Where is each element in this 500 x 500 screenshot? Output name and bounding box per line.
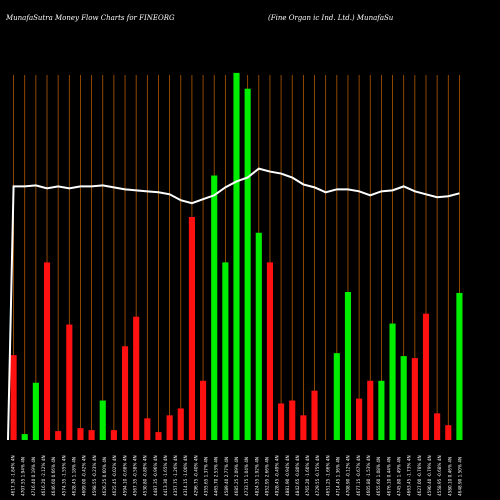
bar bbox=[155, 432, 162, 440]
x-tick-label: 4465.70 2.53% 4N bbox=[214, 457, 219, 496]
bar bbox=[311, 390, 318, 440]
x-tick-label: 4733.75 1.04% 4N bbox=[244, 457, 249, 496]
bar bbox=[121, 346, 129, 440]
x-tick-label: 4314.15 -1.00% 4N bbox=[183, 455, 188, 496]
bar bbox=[188, 216, 195, 440]
x-tick-label: 4729.55 -0.75% 4N bbox=[315, 455, 320, 496]
bar bbox=[144, 418, 151, 440]
x-tick-label: 4745.80 1.49% 4N bbox=[396, 457, 401, 496]
bar bbox=[199, 380, 207, 440]
x-tick-label: 4651.25 -1.66% 4N bbox=[325, 455, 330, 496]
line-series bbox=[7, 167, 460, 441]
x-tick-label: 4413.30 -1.65% 4N bbox=[163, 455, 168, 496]
bar bbox=[133, 316, 140, 440]
bar bbox=[266, 262, 274, 440]
x-tick-label: 4355.65 1.37% 4N bbox=[204, 457, 209, 496]
x-tick-label: 4609.00 -0.42% 4N bbox=[82, 455, 87, 496]
x-tick-label: 4685.25 2.09% 4N bbox=[234, 457, 239, 496]
x-tick-label: 4952.95 2.66% 4N bbox=[264, 457, 269, 496]
x-tick-label: 4648.90 1.50% 4N bbox=[457, 457, 462, 496]
x-tick-label: 4580.10 0.46% 4N bbox=[447, 457, 452, 496]
x-tick-label: 4663.45 -1.73% 4N bbox=[407, 455, 412, 496]
x-tick-label: 4627.00 -0.78% 4N bbox=[417, 455, 422, 496]
x-tick-label: 4574.35 -1.55% 4N bbox=[61, 455, 66, 496]
x-tick-label: 4677.15 -0.67% 4N bbox=[356, 455, 361, 496]
bar bbox=[255, 232, 262, 440]
bar bbox=[244, 88, 251, 441]
x-tick-label: 4628.45 1.18% 4N bbox=[72, 457, 77, 496]
bar bbox=[10, 355, 17, 440]
x-tick-label: 4594.10 -0.68% 4N bbox=[122, 455, 127, 496]
bar bbox=[211, 175, 218, 441]
x-tick-label: 4617.30 -1.84% 4N bbox=[11, 455, 16, 496]
x-tick-label: 4357.75 -1.26% 4N bbox=[173, 455, 178, 496]
x-tick-label: 4616.20 -2.12% 4N bbox=[41, 455, 46, 496]
x-tick-label: 4881.90 -0.94% 4N bbox=[285, 455, 290, 496]
x-tick-label: 4487.35 -0.96% 4N bbox=[153, 455, 158, 496]
x-tick-label: 4707.55 1.94% 4N bbox=[21, 457, 26, 496]
x-tick-label: 4646.60 0.66% 4N bbox=[51, 457, 56, 496]
bar bbox=[66, 324, 73, 440]
bar bbox=[222, 262, 229, 440]
bar bbox=[278, 403, 285, 440]
bar bbox=[166, 415, 173, 440]
bar bbox=[367, 380, 374, 440]
bar bbox=[32, 382, 39, 440]
x-tick-label: 4708.90 -0.12% 4N bbox=[346, 455, 351, 496]
x-tick-label: 4714.45 1.36% 4N bbox=[336, 457, 341, 496]
bar bbox=[333, 353, 340, 440]
bar bbox=[99, 400, 106, 440]
x-tick-label: 4676.10 0.44% 4N bbox=[386, 457, 391, 496]
bar bbox=[233, 72, 240, 440]
x-tick-label: 4589.40 2.77% 4N bbox=[224, 457, 229, 496]
bar bbox=[434, 413, 441, 440]
x-tick-label: 4530.80 -0.80% 4N bbox=[143, 455, 148, 496]
x-tick-label: 4598.55 -0.23% 4N bbox=[92, 455, 97, 496]
x-tick-label: 4567.35 -0.58% 4N bbox=[132, 455, 137, 496]
tick-labels: 4617.30 -1.84% 4N 4707.55 1.94% 4N 4716.40… bbox=[11, 455, 463, 496]
bar bbox=[88, 430, 95, 440]
chart-title-right: (Fine Organ ic Ind. Ltd.) MunafaSu bbox=[268, 14, 394, 22]
bar bbox=[356, 398, 363, 440]
x-tick-label: 4590.40 -0.79% 4N bbox=[427, 455, 432, 496]
line-group bbox=[7, 167, 460, 441]
x-tick-label: 4558.95 -0.68% 4N bbox=[437, 455, 442, 496]
x-tick-label: 4765.20 -1.60% 4N bbox=[305, 455, 310, 496]
x-tick-label: 4824.55 1.92% 4N bbox=[254, 457, 259, 496]
x-tick-label: 4625.45 -0.02% 4N bbox=[112, 455, 117, 496]
bar bbox=[378, 380, 385, 440]
bar bbox=[177, 408, 184, 440]
bar bbox=[344, 291, 352, 440]
x-tick-label: 4716.40 0.19% 4N bbox=[31, 457, 36, 496]
bars-group bbox=[10, 72, 463, 441]
bar bbox=[289, 400, 296, 440]
chart-title-left: MunafaSutra Money Flow Charts for FINEOR… bbox=[5, 14, 175, 22]
bar bbox=[43, 262, 51, 440]
x-tick-label: 4605.80 -1.53% 4N bbox=[366, 455, 371, 496]
bar bbox=[21, 434, 28, 440]
bar bbox=[110, 430, 117, 440]
bar bbox=[445, 425, 452, 440]
bar bbox=[456, 292, 463, 440]
bar bbox=[389, 323, 396, 440]
x-tick-label: 4928.45 -0.49% 4N bbox=[275, 455, 280, 496]
x-tick-label: 4626.25 0.60% 4N bbox=[102, 457, 107, 496]
bar bbox=[55, 431, 62, 440]
x-tick-label: 4655.60 1.08% 4N bbox=[376, 457, 381, 496]
bar bbox=[300, 415, 307, 440]
bar bbox=[400, 356, 407, 440]
bar bbox=[422, 313, 430, 440]
x-tick-label: 4296.75 -0.40% 4N bbox=[193, 455, 198, 496]
x-tick-label: 4842.65 -0.80% 4N bbox=[295, 455, 300, 496]
bar bbox=[411, 358, 418, 440]
bar bbox=[77, 428, 84, 440]
